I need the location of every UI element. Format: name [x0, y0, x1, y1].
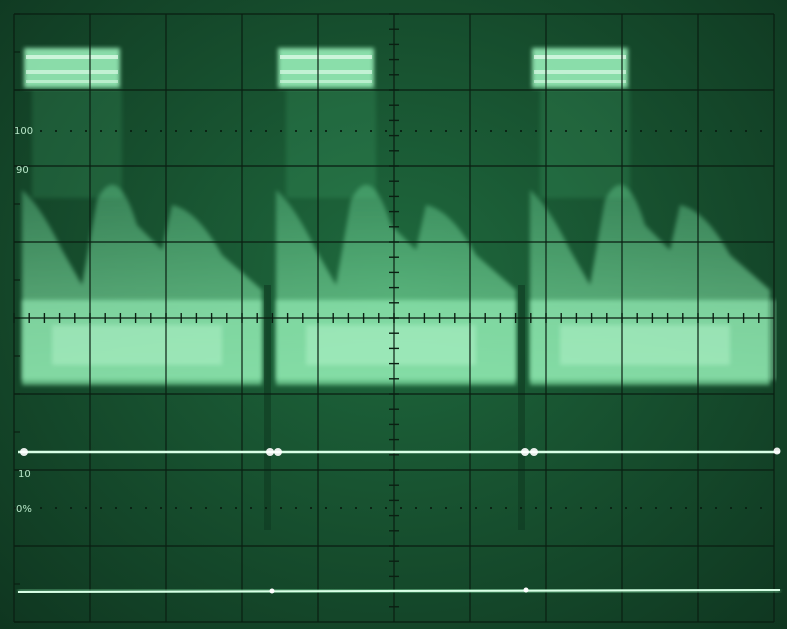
graticule-label-100: 100 — [14, 126, 33, 137]
phosphor-bursts — [22, 48, 776, 530]
trace-dot — [530, 448, 538, 456]
graticule-label-10: 10 — [18, 469, 31, 480]
trace-upper — [18, 447, 781, 456]
trace-dot — [274, 448, 282, 456]
trace-dot — [20, 448, 28, 456]
burst-period — [276, 48, 525, 530]
trace-dot — [521, 448, 529, 456]
trace-dot — [269, 588, 275, 594]
burst-period — [22, 48, 271, 530]
burst-period — [530, 48, 770, 385]
trace-lower — [17, 587, 781, 595]
trace-dot — [773, 447, 781, 455]
trace-dot — [523, 587, 529, 593]
graticule-label-90: 90 — [16, 165, 29, 176]
trace-dot — [266, 448, 274, 456]
graticule-label-0: 0% — [16, 504, 32, 515]
